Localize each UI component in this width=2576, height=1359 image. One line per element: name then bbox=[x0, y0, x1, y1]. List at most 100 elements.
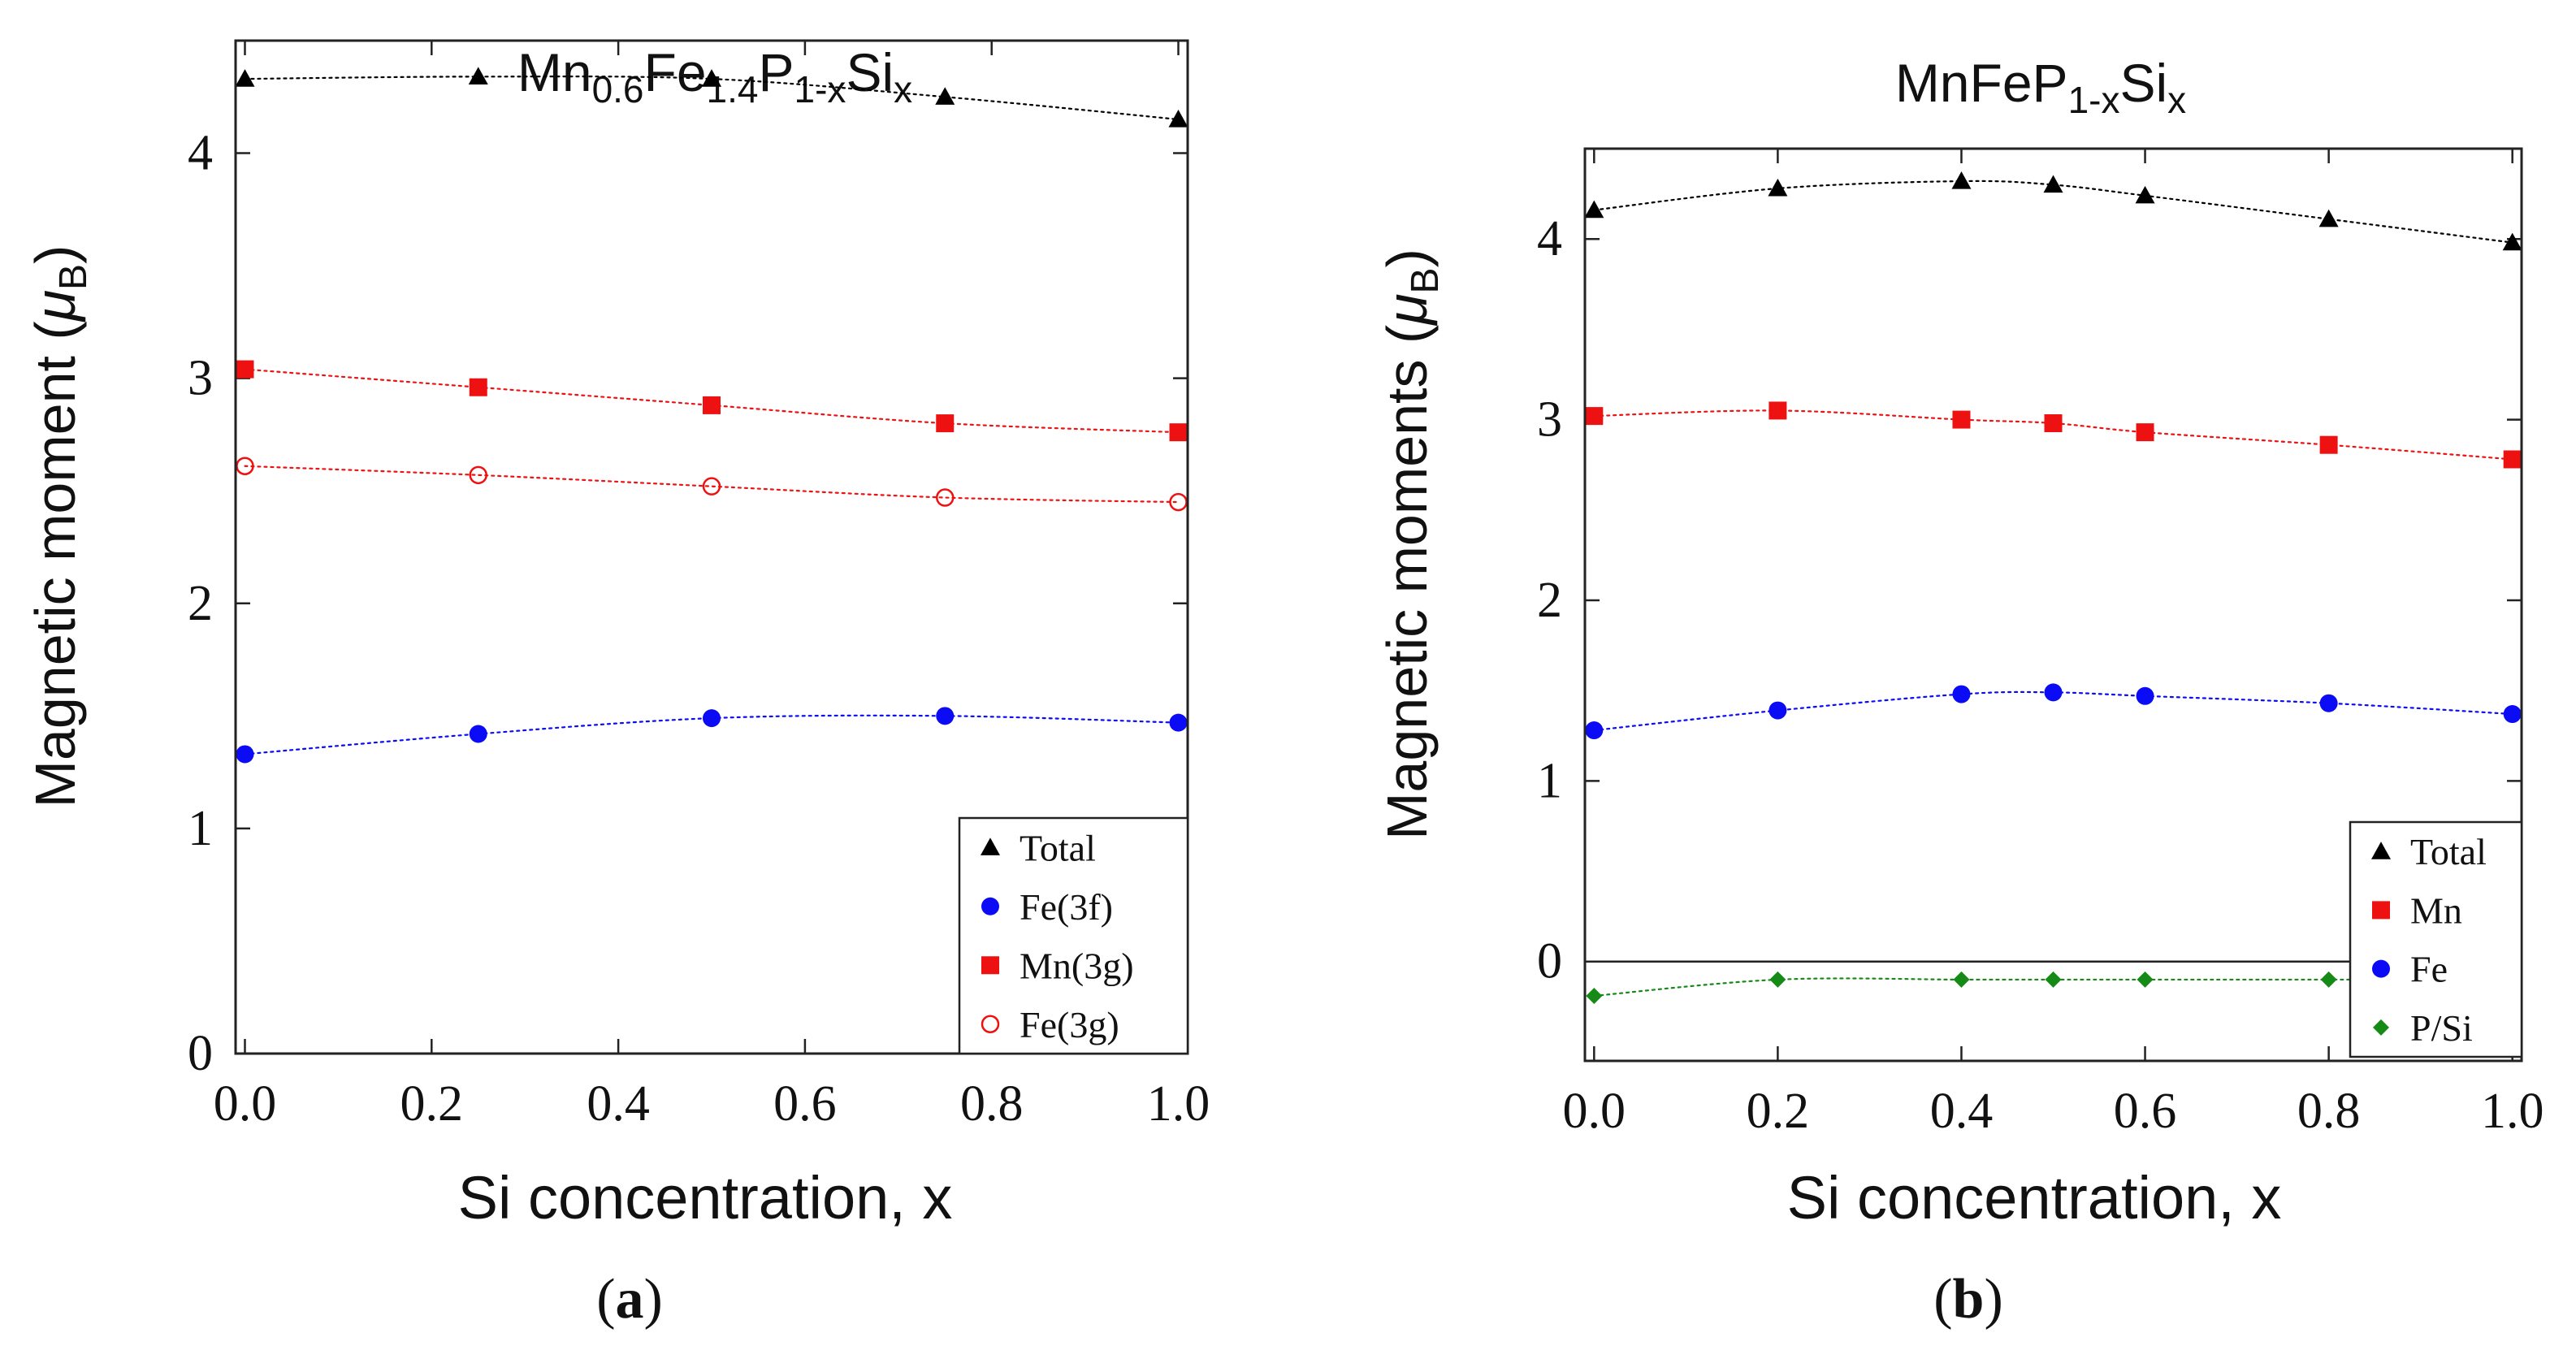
plot-frame bbox=[1583, 147, 2523, 1063]
data-point bbox=[1169, 492, 1188, 512]
data-point bbox=[703, 709, 721, 728]
data-point bbox=[2044, 414, 2063, 433]
chart-title-part: Si bbox=[2119, 53, 2167, 113]
data-point bbox=[2136, 423, 2154, 442]
data-point bbox=[468, 67, 488, 84]
data-point bbox=[936, 707, 955, 725]
y-tick-label: 1 bbox=[1537, 753, 1562, 808]
legend-marker bbox=[981, 837, 1000, 855]
data-point bbox=[1169, 423, 1188, 442]
x-tick-label: 0.6 bbox=[2114, 1084, 2177, 1139]
y-tick-label: 2 bbox=[1537, 573, 1562, 628]
legend-label: Fe(3g) bbox=[1020, 1004, 1119, 1045]
y-axis-label-sub: B bbox=[52, 264, 95, 290]
y-tick-label: 0 bbox=[1537, 934, 1562, 989]
legend-marker bbox=[981, 897, 999, 915]
caption-paren: ( bbox=[1933, 1268, 1952, 1331]
y-tick-label: 3 bbox=[188, 351, 213, 406]
data-point bbox=[236, 745, 254, 764]
data-point bbox=[1769, 401, 1787, 420]
data-point bbox=[2319, 694, 2338, 712]
x-tick-label: 0.4 bbox=[1930, 1084, 1994, 1139]
legend: Total Mn Fe P/Si bbox=[2349, 820, 2523, 1058]
data-point bbox=[2137, 971, 2154, 988]
data-point bbox=[2318, 209, 2339, 227]
data-point bbox=[2045, 971, 2062, 988]
data-point bbox=[936, 488, 955, 507]
x-tick-label: 1.0 bbox=[1147, 1076, 1210, 1132]
caption-letter: a bbox=[616, 1268, 644, 1331]
legend-label: P/Si bbox=[2410, 1007, 2473, 1049]
data-point bbox=[236, 360, 254, 379]
chart-title-subscript: 1.4 bbox=[707, 68, 759, 110]
y-tick-label: 4 bbox=[188, 126, 213, 181]
legend-marker bbox=[2372, 901, 2390, 920]
x-axis-label: Si concentration, x bbox=[458, 1164, 953, 1231]
legend-label: Total bbox=[1020, 827, 1096, 868]
data-point bbox=[1952, 410, 1971, 429]
legend-label: Fe bbox=[2410, 949, 2448, 990]
x-tick-label: 0.2 bbox=[400, 1076, 464, 1132]
legend-label: Fe(3f) bbox=[1020, 886, 1113, 928]
data-point bbox=[1951, 171, 1972, 189]
y-tick-label: 4 bbox=[1537, 211, 1562, 266]
legend-marker bbox=[2373, 1019, 2389, 1036]
caption-paren: ) bbox=[644, 1268, 663, 1331]
x-tick-label: 0.4 bbox=[587, 1076, 650, 1132]
legend-marker bbox=[2372, 959, 2390, 978]
data-point bbox=[469, 465, 487, 485]
chart-title: Mn0.6Fe1.4P1-xSix bbox=[517, 42, 912, 110]
data-point bbox=[935, 87, 955, 105]
series-line-total bbox=[244, 76, 1180, 121]
caption-paren: ( bbox=[596, 1268, 615, 1331]
x-tick-label: 0.8 bbox=[960, 1076, 1024, 1132]
data-point bbox=[1952, 685, 1971, 703]
x-tick-label: 0.2 bbox=[1747, 1084, 1810, 1139]
y-tick-label: 1 bbox=[188, 801, 213, 856]
y-tick-label: 3 bbox=[1537, 392, 1562, 448]
x-tick-label: 0.0 bbox=[1563, 1084, 1626, 1139]
chart-panel-b: MnFeP1-xSix 0.0 0.2 0.4 0.6 0.8 1.0 0 1 2 3 4 Si con… bbox=[1375, 53, 2544, 1331]
caption-letter: b bbox=[1953, 1268, 1985, 1331]
panel-caption: (b) bbox=[1933, 1268, 2003, 1331]
data-point bbox=[2135, 185, 2155, 204]
x-axis-label: Si concentration, x bbox=[1787, 1164, 2282, 1231]
data-point bbox=[702, 477, 721, 496]
y-axis-label-mu: μ bbox=[1375, 293, 1439, 326]
legend-marker bbox=[2371, 842, 2391, 859]
x-tick-label: 0.0 bbox=[214, 1076, 277, 1132]
legend: Total Fe(3f) Mn(3g) Fe(3g) bbox=[958, 816, 1189, 1055]
y-axis-label-mu: μ bbox=[24, 290, 87, 322]
y-axis-label-main: Magnetic moment ( bbox=[24, 321, 87, 807]
chart-title-part: P bbox=[759, 42, 794, 102]
data-point bbox=[702, 69, 721, 87]
caption-paren: ) bbox=[1984, 1268, 2002, 1331]
data-point bbox=[1168, 109, 1188, 128]
data-point bbox=[1768, 178, 1788, 197]
data-point bbox=[936, 414, 955, 433]
x-tick-label: 0.6 bbox=[773, 1076, 837, 1132]
legend-label: Total bbox=[2410, 831, 2487, 872]
x-tick-label: 1.0 bbox=[2481, 1084, 2544, 1139]
data-point bbox=[2503, 450, 2522, 469]
data-point bbox=[1585, 721, 1604, 740]
y-tick-label: 0 bbox=[188, 1026, 213, 1081]
chart-title-part: Mn bbox=[517, 42, 592, 102]
data-point bbox=[2319, 435, 2338, 454]
chart-title-part: Si bbox=[846, 42, 894, 102]
chart-title-subscript: x bbox=[894, 68, 912, 110]
legend-marker bbox=[981, 1015, 1000, 1033]
series-line-fe-3g- bbox=[244, 465, 1180, 504]
panel-caption: (a) bbox=[596, 1268, 663, 1331]
y-axis-label-sub: B bbox=[1404, 267, 1447, 293]
legend-box bbox=[2349, 820, 2523, 1058]
chart-title-part: MnFeP bbox=[1895, 53, 2068, 113]
data-point bbox=[469, 725, 487, 743]
y-axis-label: Magnetic moment (μB) bbox=[24, 245, 95, 808]
chart-title-subscript: 1-x bbox=[794, 68, 846, 110]
chart-title: MnFeP1-xSix bbox=[1895, 53, 2186, 121]
chart-title-subscript: x bbox=[2167, 79, 2186, 121]
data-point bbox=[1769, 701, 1787, 720]
